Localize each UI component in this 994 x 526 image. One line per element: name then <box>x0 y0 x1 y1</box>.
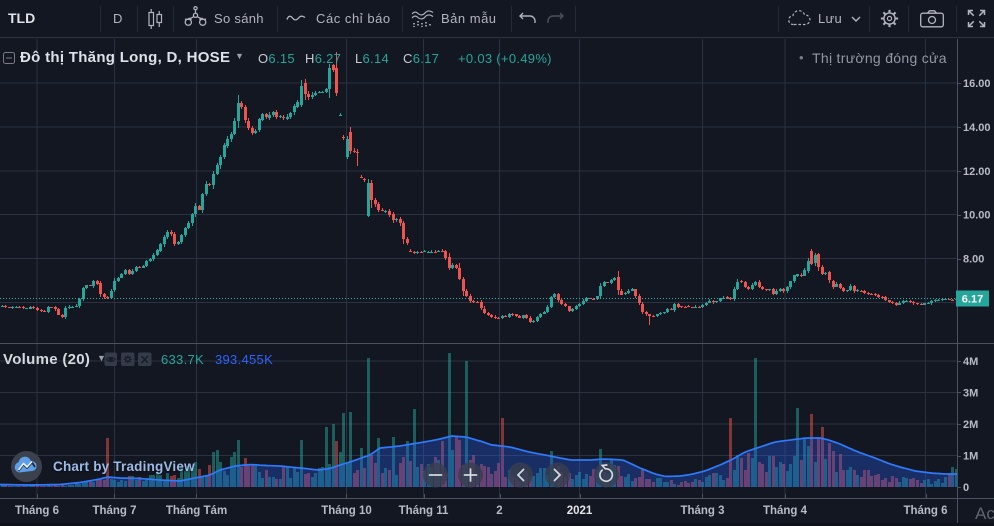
svg-text:Tháng 4: Tháng 4 <box>763 505 808 517</box>
svg-text:1M: 1M <box>963 451 978 463</box>
svg-text:6.17: 6.17 <box>962 294 983 306</box>
svg-text:10.00: 10.00 <box>963 210 991 222</box>
svg-text:8.00: 8.00 <box>963 254 984 266</box>
svg-text:Tháng 7: Tháng 7 <box>92 505 136 517</box>
svg-text:Act: Act <box>975 504 994 523</box>
svg-text:12.00: 12.00 <box>963 166 991 178</box>
svg-text:0: 0 <box>963 482 969 494</box>
svg-text:14.00: 14.00 <box>963 122 991 134</box>
svg-text:2: 2 <box>496 505 502 517</box>
svg-text:Tháng 3: Tháng 3 <box>680 505 724 517</box>
svg-text:16.00: 16.00 <box>963 78 991 90</box>
svg-text:4M: 4M <box>963 356 978 368</box>
svg-text:Tháng 6: Tháng 6 <box>903 505 947 517</box>
svg-text:Tháng Tám: Tháng Tám <box>166 505 227 517</box>
svg-text:2M: 2M <box>963 419 978 431</box>
svg-text:2021: 2021 <box>567 505 593 517</box>
svg-text:Tháng 10: Tháng 10 <box>321 505 371 517</box>
svg-text:Tháng 6: Tháng 6 <box>15 505 59 517</box>
svg-text:3M: 3M <box>963 388 978 400</box>
svg-text:Tháng 11: Tháng 11 <box>399 505 449 517</box>
